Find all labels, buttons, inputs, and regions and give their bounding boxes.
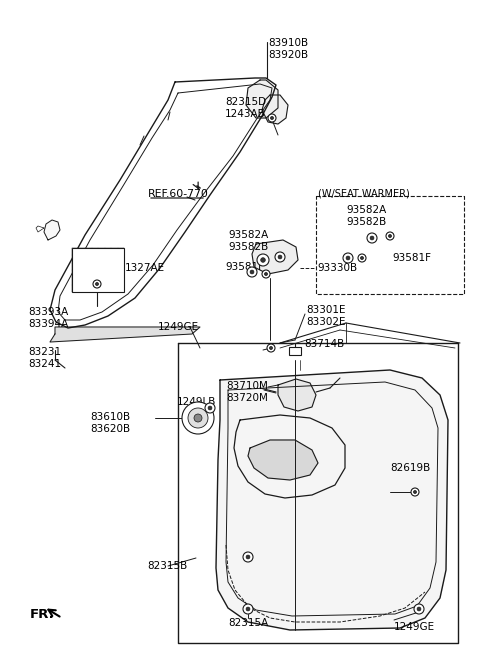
Circle shape (182, 402, 214, 434)
Circle shape (388, 234, 392, 238)
Circle shape (264, 272, 267, 276)
Polygon shape (50, 327, 200, 342)
Circle shape (343, 253, 353, 263)
Circle shape (96, 282, 98, 286)
Text: (W/SEAT WARMER): (W/SEAT WARMER) (318, 188, 410, 198)
Text: 83714B: 83714B (304, 339, 344, 349)
Circle shape (243, 552, 253, 562)
Circle shape (268, 114, 276, 122)
Text: 83301E
83302E: 83301E 83302E (306, 305, 346, 327)
Text: 83710M
83720M: 83710M 83720M (226, 381, 268, 403)
Circle shape (261, 257, 265, 262)
Circle shape (208, 406, 212, 410)
Text: 83610B
83620B: 83610B 83620B (90, 412, 130, 434)
Text: 93330B: 93330B (317, 263, 357, 273)
Bar (289, 347, 301, 355)
Text: 93582A
93582B: 93582A 93582B (346, 205, 386, 227)
Circle shape (271, 117, 274, 119)
Circle shape (275, 252, 285, 262)
Text: 83910B
83920B: 83910B 83920B (268, 38, 308, 60)
Text: 1249LB: 1249LB (177, 397, 216, 407)
Text: REF.60-770: REF.60-770 (148, 189, 209, 199)
Polygon shape (44, 220, 60, 240)
Circle shape (411, 488, 419, 496)
Circle shape (194, 414, 202, 422)
Text: 82315B: 82315B (147, 561, 187, 571)
Circle shape (247, 267, 257, 277)
Text: 1327AE: 1327AE (125, 263, 165, 273)
Circle shape (417, 607, 421, 611)
Circle shape (360, 257, 363, 259)
Circle shape (269, 346, 273, 350)
Circle shape (386, 232, 394, 240)
Circle shape (257, 254, 269, 266)
Circle shape (370, 236, 374, 240)
Text: 82315D
1243AB: 82315D 1243AB (225, 97, 266, 119)
Circle shape (262, 270, 270, 278)
Polygon shape (278, 379, 316, 411)
Circle shape (205, 403, 215, 413)
Circle shape (346, 256, 350, 260)
Text: 82315A: 82315A (228, 618, 268, 628)
Circle shape (367, 233, 377, 243)
Text: 93582A
93582B: 93582A 93582B (228, 230, 268, 252)
Circle shape (250, 270, 254, 274)
Bar (72, 248, 124, 292)
Text: 1249GE: 1249GE (158, 322, 199, 332)
Circle shape (246, 607, 250, 611)
Polygon shape (248, 440, 318, 480)
Text: 93581F: 93581F (225, 262, 264, 272)
Circle shape (414, 604, 424, 614)
Circle shape (267, 344, 275, 352)
Text: 83393A
83394A: 83393A 83394A (28, 307, 68, 329)
Polygon shape (356, 214, 410, 254)
Text: 93581F: 93581F (392, 253, 431, 263)
Polygon shape (262, 95, 288, 124)
Text: FR.: FR. (30, 607, 55, 620)
Polygon shape (246, 80, 278, 118)
Circle shape (243, 604, 253, 614)
Text: 82619B: 82619B (390, 463, 430, 473)
Circle shape (413, 491, 417, 493)
Text: 1249GE: 1249GE (394, 622, 435, 632)
Circle shape (246, 555, 250, 559)
Text: 83231
83241: 83231 83241 (28, 347, 61, 369)
Polygon shape (216, 370, 448, 630)
Bar (316, 196, 464, 294)
Circle shape (188, 408, 208, 428)
Circle shape (358, 254, 366, 262)
Polygon shape (252, 240, 298, 274)
Circle shape (93, 280, 101, 288)
Circle shape (278, 255, 282, 259)
